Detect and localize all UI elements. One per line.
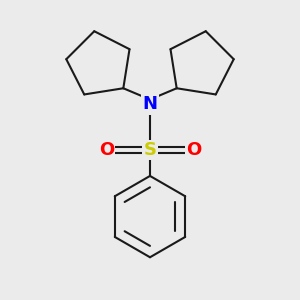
Text: O: O bbox=[99, 141, 114, 159]
Text: O: O bbox=[186, 141, 201, 159]
Text: N: N bbox=[142, 95, 158, 113]
Text: S: S bbox=[143, 141, 157, 159]
